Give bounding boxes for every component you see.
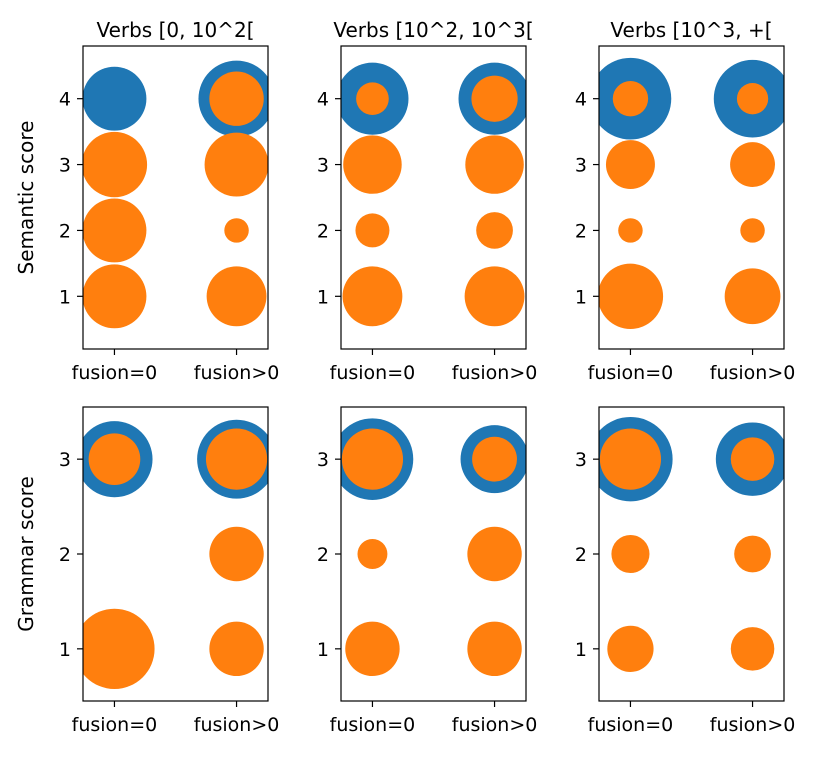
- y-tick-label: 2: [317, 220, 329, 242]
- y-tick-label: 1: [575, 286, 587, 308]
- orange-bubble: [355, 213, 390, 248]
- y-tick-label: 3: [317, 155, 329, 177]
- x-tick-label: fusion=0: [72, 714, 158, 736]
- panel-2: 1 2 3 4 fusion=0 fusion>0 Verbs [10^2, 10^3[: [317, 18, 537, 384]
- orange-bubble: [357, 539, 388, 569]
- x-tick-label: fusion>0: [710, 714, 796, 736]
- orange-bubble: [467, 526, 522, 582]
- orange-bubble: [83, 608, 155, 689]
- panel-title: Verbs [0, 10^2[: [96, 18, 254, 42]
- x-tick-label: fusion>0: [452, 714, 538, 736]
- orange-bubble: [205, 428, 268, 490]
- y-tick-label: 2: [59, 544, 71, 566]
- y-axis-label: Semantic score: [14, 121, 38, 275]
- panel-5: 1 2 3 fusion=0 fusion>0: [317, 406, 538, 736]
- y-tick-label: 3: [317, 449, 329, 471]
- y-tick-label: 1: [59, 639, 71, 661]
- panel-title: Verbs [10^2, 10^3[: [333, 18, 533, 42]
- orange-bubble: [83, 198, 147, 263]
- orange-bubble: [740, 218, 765, 243]
- orange-bubble: [209, 71, 264, 126]
- orange-bubble: [730, 627, 775, 671]
- orange-bubble: [724, 268, 781, 325]
- axes-frame: [82, 45, 269, 350]
- y-tick-label: 2: [575, 220, 587, 242]
- x-tick-label: fusion=0: [72, 362, 158, 384]
- orange-bubble: [730, 142, 775, 188]
- y-tick-label: 1: [317, 639, 329, 661]
- orange-bubble: [209, 621, 264, 677]
- orange-bubble: [342, 266, 403, 327]
- bubbles: [83, 60, 268, 329]
- y-tick-label: 1: [317, 286, 329, 308]
- orange-bubble: [605, 140, 655, 190]
- orange-bubble: [599, 428, 662, 490]
- orange-bubble: [83, 264, 147, 329]
- bubbles: [341, 418, 526, 677]
- orange-bubble: [356, 82, 389, 116]
- orange-bubble: [467, 621, 522, 677]
- orange-bubble: [204, 132, 268, 197]
- orange-bubble: [476, 212, 513, 249]
- orange-bubble: [611, 534, 650, 574]
- x-tick-label: fusion>0: [710, 362, 796, 384]
- blue-bubble: [83, 66, 147, 131]
- bubbles: [599, 417, 784, 672]
- y-tick-label: 2: [317, 544, 329, 566]
- bubbles: [599, 57, 784, 329]
- y-tick-label: 4: [575, 89, 587, 111]
- orange-bubble: [83, 131, 148, 198]
- y-tick-label: 3: [575, 449, 587, 471]
- orange-bubble: [224, 218, 249, 243]
- orange-bubble: [464, 266, 525, 327]
- panel-1: 1 2 3 4 fusion=0 fusion>0 Verbs [0, 10^2[ Seman…: [14, 18, 279, 384]
- orange-bubble: [88, 433, 141, 486]
- axes-frame: [340, 45, 527, 350]
- y-tick-label: 1: [575, 639, 587, 661]
- bubbles: [83, 419, 268, 689]
- panel-3: 1 2 3 4 fusion=0 fusion>0 Verbs [10^3, +[: [575, 18, 795, 384]
- orange-bubble: [618, 218, 643, 243]
- orange-bubble: [599, 263, 664, 329]
- bubbles: [341, 62, 526, 327]
- orange-bubble: [345, 621, 400, 677]
- panel-4: 1 2 3 fusion=0 fusion>0 Grammar score: [14, 406, 280, 736]
- x-tick-label: fusion>0: [452, 362, 538, 384]
- y-tick-label: 3: [59, 449, 71, 471]
- orange-bubble: [736, 83, 769, 115]
- y-tick-label: 4: [317, 89, 329, 111]
- axes-frame: [598, 45, 785, 350]
- y-tick-label: 3: [59, 155, 71, 177]
- y-tick-label: 3: [575, 155, 587, 177]
- orange-bubble: [465, 135, 524, 194]
- y-tick-label: 1: [59, 286, 71, 308]
- x-tick-label: fusion>0: [194, 714, 280, 736]
- panel-6: 1 2 3 fusion=0 fusion>0: [575, 406, 796, 736]
- orange-bubble: [341, 428, 404, 490]
- x-tick-label: fusion=0: [588, 714, 674, 736]
- y-tick-label: 2: [575, 544, 587, 566]
- orange-bubble: [209, 526, 264, 582]
- orange-bubble: [730, 437, 775, 481]
- x-tick-label: fusion=0: [330, 362, 416, 384]
- orange-bubble: [607, 625, 654, 672]
- panel-title: Verbs [10^3, +[: [610, 18, 772, 42]
- y-tick-label: 2: [59, 220, 71, 242]
- orange-bubble: [612, 81, 649, 117]
- y-tick-label: 4: [59, 89, 71, 111]
- orange-bubble: [472, 436, 517, 482]
- y-axis-label: Grammar score: [14, 476, 38, 632]
- orange-bubble: [206, 266, 267, 327]
- orange-bubble: [734, 535, 771, 573]
- x-tick-label: fusion>0: [194, 362, 280, 384]
- x-tick-label: fusion=0: [588, 362, 674, 384]
- orange-bubble: [343, 135, 402, 194]
- orange-bubble: [471, 75, 518, 122]
- x-tick-label: fusion=0: [330, 714, 416, 736]
